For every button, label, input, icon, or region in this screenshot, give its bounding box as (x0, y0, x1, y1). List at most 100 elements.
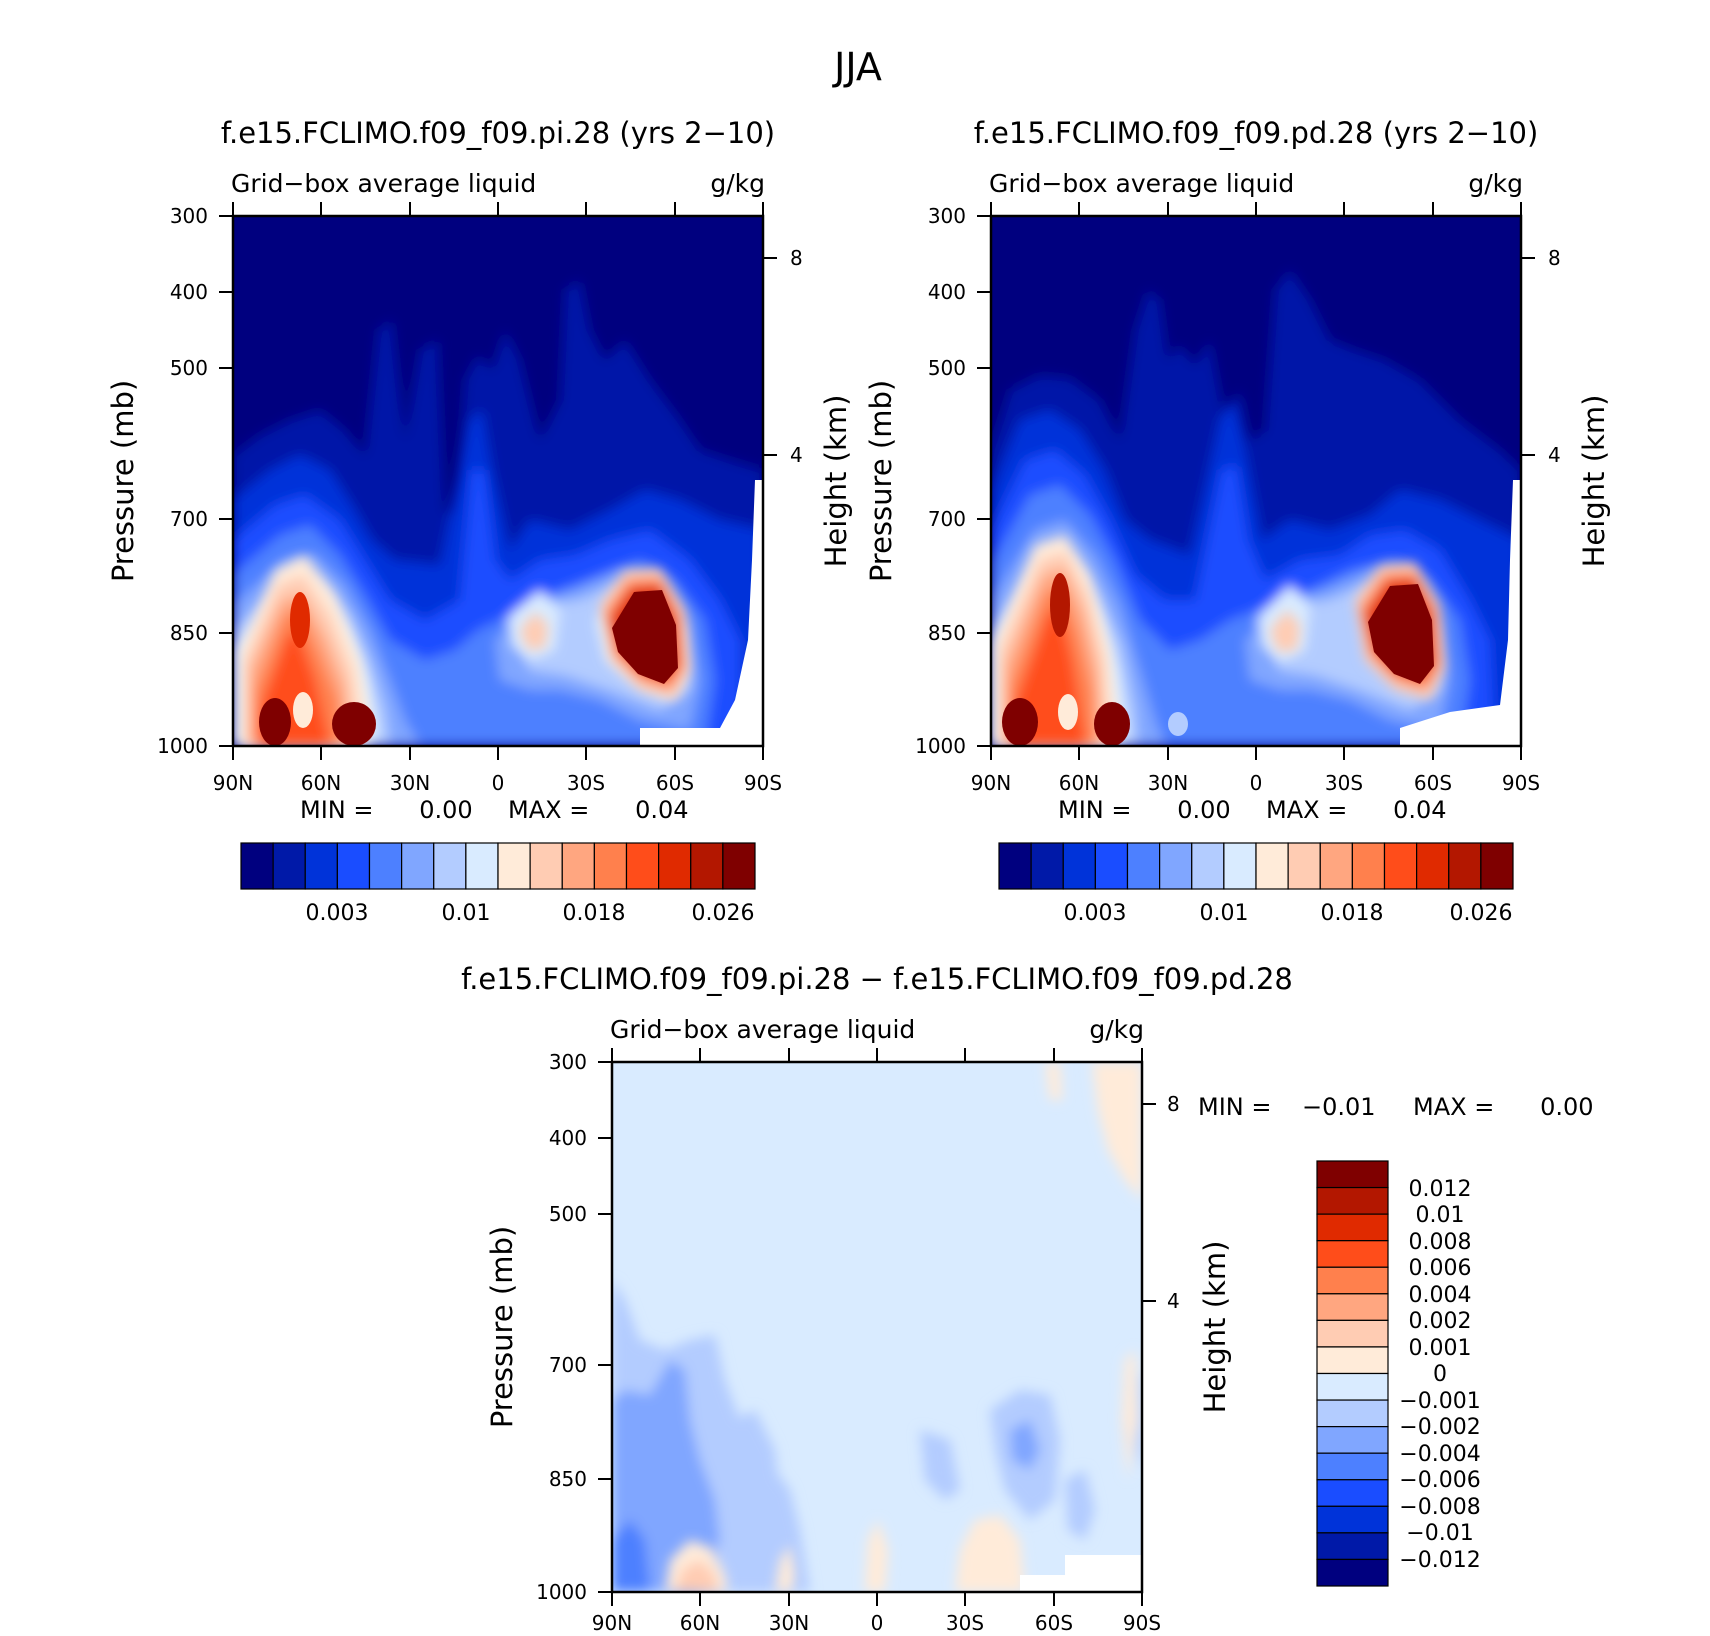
y-tick-labels: 300 400 500 700 850 1000 (157, 204, 208, 758)
y-tick-label: 850 (549, 1467, 587, 1491)
min-text: MIN = −0.01 (1198, 1093, 1376, 1121)
y2-axis-label: Height (km) (1198, 1241, 1232, 1414)
colorbar-swatch (1159, 842, 1193, 890)
colorbar-swatch (1448, 842, 1482, 890)
colorbar-label: 0.001 (1409, 1336, 1472, 1361)
colorbar (240, 842, 756, 890)
colorbar (998, 842, 1514, 890)
x-tick-label: 90S (1123, 1611, 1161, 1635)
colorbar-label: 0.01 (442, 901, 491, 926)
panel-title: f.e15.FCLIMO.f09_f09.pi.28 − f.e15.FCLIM… (461, 962, 1293, 996)
y-tick-label: 850 (928, 621, 966, 645)
colorbar-label: −0.006 (1399, 1468, 1480, 1493)
colorbar-swatch (1316, 1160, 1389, 1189)
x-tick-label: 60S (1035, 1611, 1073, 1635)
y-axis-label: Pressure (mb) (864, 380, 898, 582)
colorbar-labels: 0.012 0.01 0.008 0.006 0.004 0.002 0.001… (1399, 1177, 1480, 1573)
y-tick-label: 400 (549, 1126, 587, 1150)
colorbar-swatch (272, 842, 306, 890)
min-text: MIN = 0.00 (300, 796, 473, 824)
colorbar-label: 0.01 (1200, 901, 1249, 926)
colorbar-label: 0.026 (1450, 901, 1513, 926)
colorbar-swatch (1316, 1558, 1389, 1587)
colorbar (1316, 1160, 1389, 1587)
y-tick-label: 1000 (915, 734, 966, 758)
colorbar-swatch (1316, 1319, 1389, 1348)
y-tick-label: 300 (928, 204, 966, 228)
contour-field (991, 216, 1521, 746)
x-tick-label: 60S (1414, 771, 1452, 795)
x-tick-label: 90N (213, 771, 253, 795)
x-tick-label: 60N (1059, 771, 1099, 795)
colorbar-swatch (1383, 842, 1418, 890)
y-tick-label: 500 (928, 356, 966, 380)
panel-units-label: g/kg (1468, 169, 1523, 198)
colorbar-label: 0.012 (1409, 1177, 1472, 1202)
colorbar-swatch (1126, 842, 1161, 890)
max-text: MAX = 0.04 (508, 796, 689, 824)
colorbar-swatch (1316, 1532, 1389, 1561)
x-tick-label: 60N (680, 1611, 720, 1635)
y-tick-labels: 300 400 500 700 850 1000 (536, 1050, 587, 1604)
colorbar-swatch (1316, 1266, 1389, 1295)
colorbar-swatch (1316, 1346, 1389, 1375)
y-tick-label: 1000 (536, 1580, 587, 1604)
panel-left-label: Grid−box average liquid (610, 1015, 915, 1044)
colorbar-label: −0.001 (1399, 1389, 1480, 1414)
y2-tick-label: 4 (790, 443, 803, 467)
colorbar-swatch (1316, 1240, 1389, 1268)
colorbar-label: 0.004 (1409, 1283, 1472, 1308)
y-axis-label: Pressure (mb) (485, 1226, 519, 1428)
colorbar-swatch (1316, 1479, 1389, 1507)
x-tick-label: 30N (769, 1611, 809, 1635)
x-tick-label: 0 (492, 771, 505, 795)
colorbar-swatch (304, 842, 338, 890)
colorbar-swatch (1223, 842, 1257, 890)
y2-tick-labels: 8 4 (1167, 1092, 1180, 1313)
contour-field (233, 216, 763, 746)
x-axis (219, 202, 777, 760)
colorbar-swatch (497, 842, 531, 890)
x-tick-label: 90S (1502, 771, 1540, 795)
max-text: MAX = 0.00 (1413, 1093, 1594, 1121)
x-tick-label: 0 (871, 1611, 884, 1635)
colorbar-labels: 0.003 0.01 0.018 0.026 (306, 901, 755, 926)
colorbar-swatch (690, 842, 724, 890)
colorbar-swatch (1030, 842, 1064, 890)
colorbar-swatch (1316, 1505, 1389, 1534)
y-tick-label: 300 (170, 204, 208, 228)
colorbar-label: 0.008 (1409, 1230, 1472, 1255)
colorbar-swatch (1287, 842, 1321, 890)
x-tick-label: 30S (567, 771, 605, 795)
y-tick-labels: 300 400 500 700 850 1000 (915, 204, 966, 758)
x-axis (977, 202, 1535, 760)
colorbar-swatch (1191, 842, 1225, 890)
x-tick-labels: 90N 60N 30N 0 30S 60S 90S (213, 771, 782, 795)
panel-title: f.e15.FCLIMO.f09_f09.pd.28 (yrs 2−10) (974, 116, 1539, 150)
y2-tick-label: 4 (1167, 1289, 1180, 1313)
colorbar-label: 0.018 (563, 901, 626, 926)
y-tick-label: 400 (170, 280, 208, 304)
colorbar-label: −0.004 (1399, 1442, 1480, 1467)
panel-pi: f.e15.FCLIMO.f09_f09.pi.28 (yrs 2−10) Gr… (106, 116, 853, 926)
colorbar-swatch (1094, 842, 1129, 890)
y-tick-label: 700 (549, 1353, 587, 1377)
colorbar-swatch (658, 842, 692, 890)
colorbar-label: 0.002 (1409, 1309, 1472, 1334)
y-tick-label: 400 (928, 280, 966, 304)
x-tick-label: 30S (946, 1611, 984, 1635)
y-tick-label: 300 (549, 1050, 587, 1074)
colorbar-swatch (561, 842, 595, 890)
colorbar-swatch (722, 842, 756, 890)
colorbar-label: 0.003 (1064, 901, 1127, 926)
colorbar-swatch (336, 842, 371, 890)
y2-tick-label: 8 (790, 246, 803, 270)
y2-axis-label: Height (km) (1577, 395, 1611, 568)
x-tick-labels: 90N 60N 30N 0 30S 60S 90S (592, 1611, 1161, 1635)
y2-tick-labels: 8 4 (1548, 246, 1561, 467)
x-tick-labels: 90N 60N 30N 0 30S 60S 90S (971, 771, 1540, 795)
x-tick-label: 60S (656, 771, 694, 795)
colorbar-swatch (368, 842, 403, 890)
colorbar-swatch (1316, 1452, 1389, 1481)
